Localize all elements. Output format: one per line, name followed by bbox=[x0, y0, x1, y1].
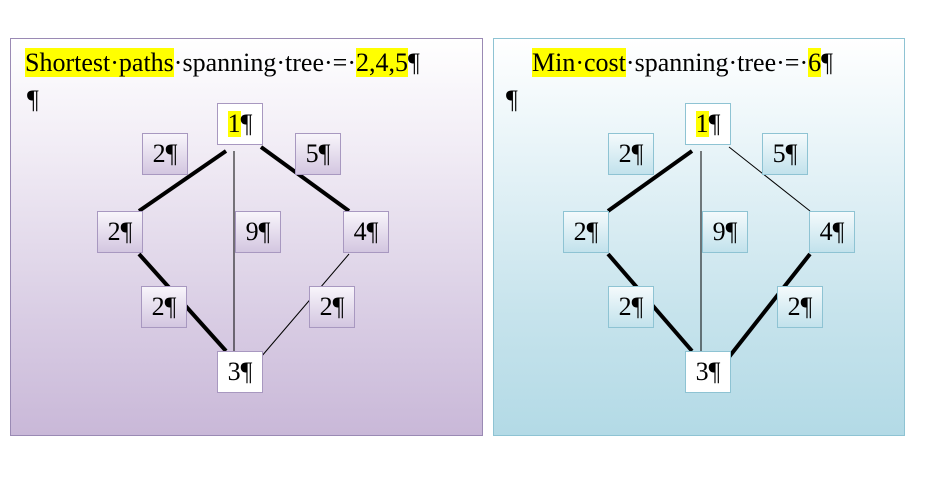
weight-2-3: 2 ¶ bbox=[608, 286, 654, 328]
title-highlight-word: Min bbox=[532, 48, 576, 77]
weight-1-2-label: 2 bbox=[152, 139, 166, 168]
node-4: 4 ¶ bbox=[809, 211, 855, 253]
weight-1-3-label: 9 bbox=[245, 217, 259, 246]
title-pilcrow: ¶ bbox=[408, 48, 420, 77]
graph-edges bbox=[606, 146, 812, 359]
weight-1-2-label: 2 bbox=[618, 139, 632, 168]
weight-1-4: 5 ¶ bbox=[295, 133, 341, 175]
weight-1-3-label: 9 bbox=[712, 217, 726, 246]
weight-2-3-label: 2 bbox=[151, 292, 165, 321]
title-value: 6 bbox=[808, 48, 822, 77]
weight-1-4: 5 ¶ bbox=[762, 133, 808, 175]
weight-4-3: 2 ¶ bbox=[309, 286, 355, 328]
title-equals: = bbox=[784, 48, 800, 77]
shortest-path-title: Shortest·paths·spanning·tree·=·2,4,5¶ bbox=[25, 48, 420, 77]
title-word-paths: paths bbox=[118, 48, 174, 77]
node-2-label: 2 bbox=[107, 217, 121, 246]
title-word-spanning: spanning bbox=[634, 48, 729, 77]
weight-1-3: 9 ¶ bbox=[235, 211, 281, 253]
title-highlight-word: Shortest bbox=[25, 48, 111, 77]
edge-1-4-thick bbox=[259, 145, 351, 213]
node-3-label: 3 bbox=[695, 357, 709, 386]
title-word-tree: tree bbox=[737, 48, 777, 77]
node-4-label: 4 bbox=[819, 217, 833, 246]
min-cost-title: Min·cost·spanning·tree·=·6¶ bbox=[532, 48, 833, 77]
weight-2-3: 2 ¶ bbox=[141, 286, 187, 328]
edge-1-2-thick bbox=[137, 149, 228, 213]
weight-1-3: 9 ¶ bbox=[702, 211, 748, 253]
node-3-label: 3 bbox=[227, 357, 241, 386]
weight-1-2: 2 ¶ bbox=[142, 133, 188, 175]
edge-4-3 bbox=[260, 253, 350, 358]
weight-4-3-label: 2 bbox=[787, 292, 801, 321]
weight-1-2: 2 ¶ bbox=[608, 133, 654, 175]
node-3: 3 ¶ bbox=[685, 351, 731, 393]
node-1: 1 ¶ bbox=[217, 103, 263, 145]
title-word-tree: tree bbox=[285, 48, 324, 77]
node-2: 2 ¶ bbox=[563, 211, 609, 253]
title-word-spanning: spanning bbox=[182, 48, 277, 77]
node-1-label: 1 bbox=[227, 109, 241, 138]
title-equals: = bbox=[332, 48, 348, 77]
graph-edges bbox=[137, 145, 351, 358]
title-pilcrow: ¶ bbox=[821, 48, 833, 77]
node-1: 1 ¶ bbox=[685, 103, 731, 145]
empty-paragraph-mark: ¶ bbox=[506, 85, 518, 114]
edge-1-2-thick bbox=[606, 149, 694, 213]
min-cost-tree-panel: Min·cost·spanning·tree·=·6¶ ¶ 1 ¶ 2 ¶ 5 ¶ 2… bbox=[493, 38, 905, 436]
empty-paragraph-mark: ¶ bbox=[27, 85, 39, 114]
node-2-label: 2 bbox=[573, 217, 587, 246]
shortest-path-tree-panel: Shortest·paths·spanning·tree·=·2,4,5¶ ¶ … bbox=[10, 38, 483, 436]
weight-4-3-label: 2 bbox=[319, 292, 333, 321]
edge-1-4 bbox=[728, 146, 811, 212]
node-1-label: 1 bbox=[695, 109, 709, 138]
weight-1-4-label: 5 bbox=[305, 139, 319, 168]
node-3: 3 ¶ bbox=[217, 351, 263, 393]
weight-4-3: 2 ¶ bbox=[777, 286, 823, 328]
edge-4-3-thick bbox=[727, 252, 812, 359]
node-4-label: 4 bbox=[353, 217, 367, 246]
weight-2-3-label: 2 bbox=[618, 292, 632, 321]
node-2: 2 ¶ bbox=[97, 211, 143, 253]
weight-1-4-label: 5 bbox=[772, 139, 786, 168]
node-4: 4 ¶ bbox=[343, 211, 389, 253]
title-word-cost: cost bbox=[584, 48, 626, 77]
title-value: 2,4,5 bbox=[356, 48, 409, 77]
